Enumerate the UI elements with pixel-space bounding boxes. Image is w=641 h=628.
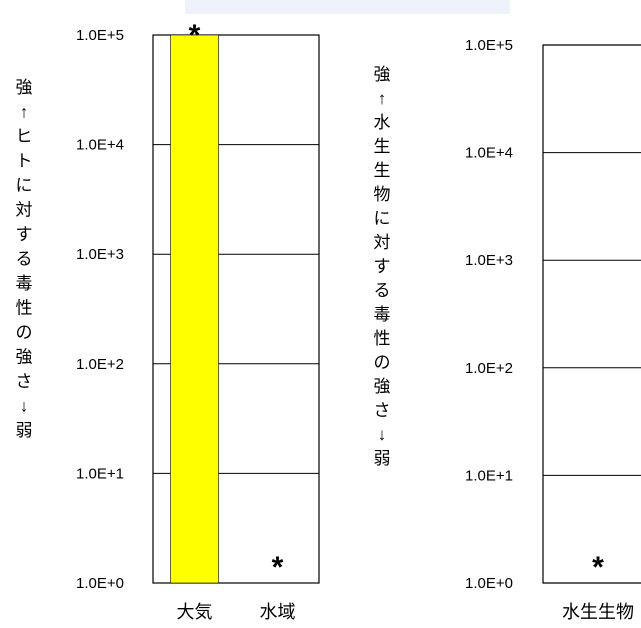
y-label-char: さ <box>374 401 391 420</box>
right-plot-frame <box>542 44 641 584</box>
y-label-char: ↓ <box>20 397 29 416</box>
y-label-char: 物 <box>374 185 391 204</box>
y-label-char: ↓ <box>378 425 387 444</box>
y-label-char: の <box>16 323 33 342</box>
y-label-char: 強 <box>16 78 33 97</box>
right-tick-labels: 1.0E+0 1.0E+1 1.0E+2 1.0E+3 1.0E+4 1.0E+5 <box>465 37 513 592</box>
chart-left: 1.0E+0 1.0E+1 1.0E+2 1.0E+3 1.0E+4 1.0E+5 大気 水… <box>16 19 320 622</box>
right-gridlines <box>543 152 641 476</box>
y-tick-label: 1.0E+2 <box>76 356 124 373</box>
category-label: 水域 <box>260 602 296 622</box>
top-strip <box>185 0 510 14</box>
y-label-char: 強 <box>374 65 391 84</box>
y-tick-label: 1.0E+4 <box>465 145 513 162</box>
y-label-char: ↑ <box>20 103 29 122</box>
left-plot-frame <box>152 34 320 584</box>
y-tick-label: 1.0E+1 <box>76 465 124 482</box>
y-tick-label: 1.0E+0 <box>465 575 513 592</box>
y-label-char: 対 <box>16 201 33 220</box>
y-label-char: ↑ <box>378 89 387 108</box>
y-tick-label: 1.0E+5 <box>465 37 513 54</box>
y-label-char: 性 <box>16 299 33 318</box>
category-label: 大気 <box>177 602 213 622</box>
y-tick-label: 1.0E+1 <box>465 467 513 484</box>
right-annotations: * <box>592 551 604 584</box>
y-label-char: 生 <box>374 137 391 156</box>
y-tick-label: 1.0E+2 <box>465 360 513 377</box>
y-label-char: す <box>16 225 33 244</box>
y-label-char: 弱 <box>16 421 33 440</box>
chart-right: 1.0E+01.0E+11.0E+21.0E+31.0E+41.0E+5 水生生… <box>374 37 641 622</box>
y-label-char: 強 <box>374 377 391 396</box>
y-label-char: 弱 <box>374 449 391 468</box>
y-label-char: さ <box>16 372 33 391</box>
annotation-asterisk: * <box>189 19 201 52</box>
y-label-char: 毒 <box>16 274 33 293</box>
bar <box>170 34 219 584</box>
y-tick-label: 1.0E+0 <box>76 575 124 592</box>
left-bars <box>170 34 219 584</box>
y-label-char: ヒ <box>16 127 33 146</box>
y-tick-label: 1.0E+5 <box>76 27 124 44</box>
y-label-char: 毒 <box>374 305 391 324</box>
annotation-asterisk: * <box>272 551 284 584</box>
right-category-labels: 水生生物 <box>562 602 634 622</box>
category-label: 水生生物 <box>562 602 634 622</box>
y-label-char: ト <box>16 152 33 171</box>
y-label-char: 水 <box>374 113 391 132</box>
y-label-char: 性 <box>374 329 391 348</box>
y-label-char: の <box>374 353 391 372</box>
y-label-char: 強 <box>16 348 33 367</box>
y-tick-label: 1.0E+4 <box>76 137 124 154</box>
annotation-asterisk: * <box>592 551 604 584</box>
y-label-char: に <box>16 176 33 195</box>
y-tick-label: 1.0E+3 <box>465 252 513 269</box>
y-label-char: る <box>374 281 391 300</box>
y-tick-label: 1.0E+3 <box>76 246 124 263</box>
y-label-char: に <box>374 209 391 228</box>
left-category-labels: 大気 水域 <box>177 602 296 622</box>
left-annotations: ** <box>189 19 284 584</box>
y-label-char: 対 <box>374 233 391 252</box>
y-label-char: す <box>374 257 391 276</box>
left-tick-labels: 1.0E+0 1.0E+1 1.0E+2 1.0E+3 1.0E+4 1.0E+5 <box>76 27 124 592</box>
y-label-char: る <box>16 250 33 269</box>
y-label-char: 生 <box>374 161 391 180</box>
